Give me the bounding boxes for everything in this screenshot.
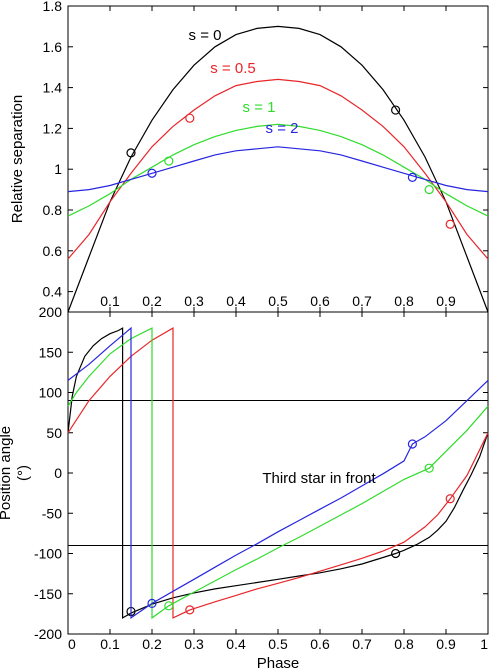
position-angle-marker-s-0-5 xyxy=(445,494,455,504)
separation-xtick-label: 0.8 xyxy=(394,293,414,309)
separation-ytick-label: 1.4 xyxy=(43,80,63,96)
separation-ytick-label: 1.8 xyxy=(43,0,63,14)
separation-ytick-label: 0.6 xyxy=(43,243,63,259)
separation-panel: 0.4 0.6 0.8 1 1.2 1.4 1.6 1.8 0.1 0.2 0.3 0.4 0.5 0.6… xyxy=(9,0,489,313)
position-angle-marker-s-2 xyxy=(147,598,157,609)
separation-xtick-label: 0.9 xyxy=(436,293,456,309)
phase-xlabel: Phase xyxy=(257,655,300,672)
phase-xtick-label: 0.1 xyxy=(100,636,120,652)
position-angle-panel: -200 -150 -100 -50 0 50 100 150 200 0 0.1 0.2 0.3 0.4… xyxy=(0,304,489,672)
separation-marker-s-1 xyxy=(424,185,434,195)
phase-xtick-label: 0 xyxy=(68,636,76,652)
position-angle-ytick-label: -200 xyxy=(34,626,62,642)
position-angle-axes: -200 -150 -100 -50 0 50 100 150 200 0 0.1 0.2 0.3 0.4… xyxy=(34,304,489,652)
phase-xtick-label: 0.2 xyxy=(142,636,162,652)
phase-xtick-label: 0.6 xyxy=(310,636,330,652)
position-angle-series-line-s-0-5 xyxy=(67,327,489,619)
separation-marker-s-0-5 xyxy=(185,113,195,123)
separation-marker-s-2 xyxy=(407,172,417,182)
separation-ylabel: Relative separation xyxy=(9,95,26,223)
separation-ytick-label: 1 xyxy=(54,161,62,177)
separation-xtick-label: 0.6 xyxy=(310,293,330,309)
phase-xtick-label: 0.3 xyxy=(184,636,204,652)
separation-xtick-label: 0.4 xyxy=(226,293,246,309)
separation-series: s = 0 s = 0.5 s = 1 s = 2 xyxy=(67,25,489,313)
position-angle-ytick-label: -50 xyxy=(42,505,62,521)
third-star-annotation: Third star in front xyxy=(262,470,376,487)
separation-series-line-s-2 xyxy=(67,146,489,193)
separation-series-line-s-1 xyxy=(67,123,489,217)
position-angle-marker-s-0-5 xyxy=(185,605,195,615)
separation-marker-s-0 xyxy=(391,105,401,115)
position-angle-marker-s-1 xyxy=(424,463,434,473)
separation-marker-s-0 xyxy=(126,148,136,158)
phase-xtick-label: 0.9 xyxy=(436,636,456,652)
separation-xtick-label: 0.5 xyxy=(268,293,288,309)
position-angle-ytick-label: -150 xyxy=(34,586,62,602)
position-angle-marker-s-1 xyxy=(164,601,174,611)
separation-xtick-label: 0.2 xyxy=(142,293,162,309)
position-angle-series-line-s-1 xyxy=(67,327,489,620)
separation-series-line-s-0 xyxy=(67,25,489,313)
separation-ytick-label: 1.6 xyxy=(43,39,63,55)
phase-xtick-label: 0.8 xyxy=(394,636,414,652)
phase-xtick-label: 1 xyxy=(480,636,488,652)
separation-marker-s-1 xyxy=(164,156,174,166)
position-angle-ytick-label: 50 xyxy=(46,425,62,441)
separation-xtick-label: 0.1 xyxy=(100,293,120,309)
position-angle-ytick-label: 100 xyxy=(39,385,63,401)
series-label-s-0-5: s = 0.5 xyxy=(210,60,255,77)
separation-ytick-label: 1.2 xyxy=(43,120,63,136)
position-angle-series xyxy=(67,326,489,620)
position-angle-ytick-label: 0 xyxy=(54,465,62,481)
position-angle-series-line-s-2 xyxy=(67,326,489,620)
separation-series-line-s-0-5 xyxy=(67,78,489,260)
separation-plot-frame xyxy=(67,5,489,313)
separation-marker-s-0-5 xyxy=(445,219,455,229)
position-angle-ytick-label: 150 xyxy=(39,344,63,360)
series-label-s-2: s = 2 xyxy=(266,120,299,137)
separation-ytick-label: 0.4 xyxy=(43,284,63,300)
phase-xtick-label: 0.5 xyxy=(268,636,288,652)
separation-marker-s-2 xyxy=(147,168,157,178)
position-angle-ylabel: Position angle xyxy=(0,426,14,520)
series-label-s-0: s = 0 xyxy=(189,27,222,44)
position-angle-series-line-s-0 xyxy=(67,327,489,619)
separation-xtick-label: 0.3 xyxy=(184,293,204,309)
separation-ytick-label: 0.8 xyxy=(43,202,63,218)
position-angle-ylabel-unit: (°) xyxy=(15,465,32,481)
position-angle-marker-s-2 xyxy=(407,439,417,449)
separation-axes: 0.4 0.6 0.8 1 1.2 1.4 1.6 1.8 0.1 0.2 0.3 0.4 0.5 0.6… xyxy=(43,0,488,312)
phase-xtick-label: 0.7 xyxy=(352,636,372,652)
series-label-s-1: s = 1 xyxy=(243,99,276,116)
separation-xtick-label: 0.7 xyxy=(352,293,372,309)
position-angle-ytick-label: 200 xyxy=(39,304,63,320)
position-angle-marker-s-0 xyxy=(391,548,401,559)
phase-xtick-label: 0.4 xyxy=(226,636,246,652)
position-angle-ytick-label: -100 xyxy=(34,546,62,562)
